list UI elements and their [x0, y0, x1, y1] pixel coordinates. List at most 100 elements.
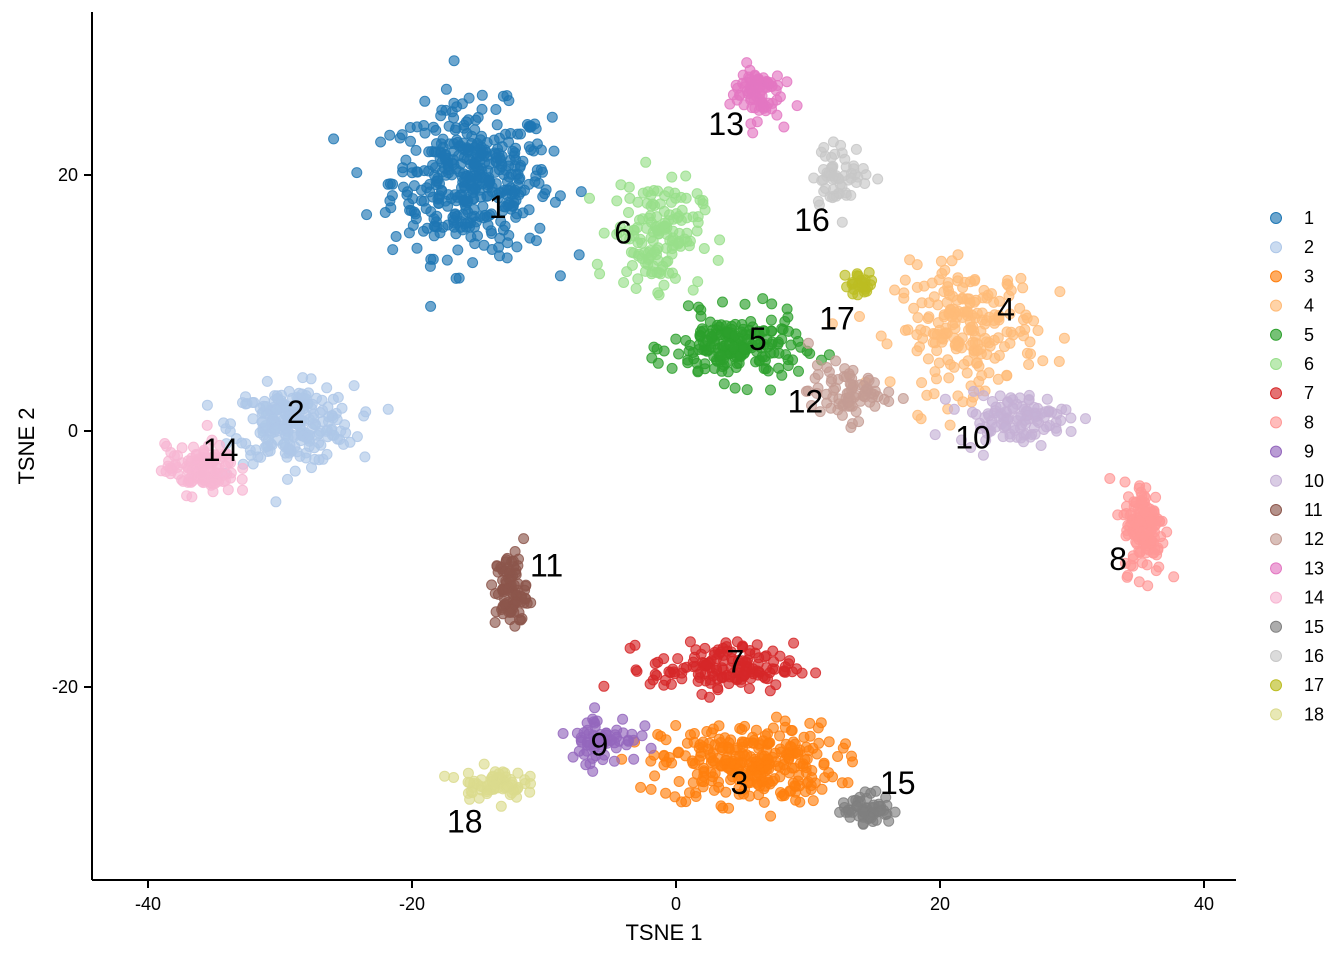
- cell-point: [745, 118, 757, 130]
- cell-point: [219, 460, 231, 472]
- cell-point: [778, 121, 790, 133]
- cell-point: [821, 362, 833, 373]
- cell-point: [741, 384, 753, 396]
- legend-label: 6: [1304, 354, 1314, 374]
- cell-point: [450, 122, 462, 134]
- cell-point: [676, 673, 688, 685]
- cell-point: [968, 296, 980, 308]
- cell-point: [1003, 290, 1015, 302]
- cell-point: [729, 672, 741, 684]
- cell-point: [236, 437, 248, 449]
- cell-point: [680, 170, 692, 182]
- cell-point: [764, 685, 776, 697]
- cell-point: [678, 662, 690, 674]
- cell-point: [827, 160, 839, 172]
- cell-point: [739, 298, 751, 310]
- cell-point: [507, 145, 519, 157]
- cell-point: [752, 669, 764, 681]
- cell-point: [658, 749, 670, 761]
- cell-point: [750, 724, 762, 736]
- cell-point: [789, 780, 801, 792]
- cell-point: [628, 224, 640, 236]
- cell-point: [348, 380, 360, 392]
- cell-point: [979, 332, 991, 344]
- cell-point: [240, 398, 252, 410]
- cell-point: [680, 192, 692, 204]
- cell-point: [1021, 347, 1033, 359]
- cell-point: [729, 382, 741, 394]
- cell-point: [644, 210, 656, 222]
- cell-point: [986, 288, 997, 300]
- cell-point: [788, 637, 800, 649]
- cell-point: [1120, 530, 1132, 542]
- cell-point: [706, 775, 717, 787]
- cell-point: [840, 738, 851, 750]
- legend-item-18: 18: [1270, 704, 1324, 724]
- cell-point: [741, 333, 753, 345]
- cell-point: [826, 373, 838, 385]
- cell-point: [499, 598, 511, 610]
- y-tick-label: 0: [68, 421, 78, 441]
- cell-point: [741, 57, 753, 69]
- legend-item-10: 10: [1270, 471, 1324, 491]
- cell-point: [658, 653, 670, 665]
- cluster-label-8: 8: [1109, 541, 1127, 577]
- cell-point: [971, 357, 983, 369]
- cell-point: [486, 244, 498, 255]
- legend-label: 8: [1304, 412, 1314, 432]
- cell-point: [598, 680, 610, 692]
- cell-point: [557, 728, 569, 739]
- cell-point: [743, 683, 755, 694]
- cell-point: [763, 763, 775, 775]
- cell-point: [691, 225, 703, 237]
- cell-point: [897, 393, 909, 404]
- cell-point: [427, 253, 439, 265]
- legend-swatch: [1270, 708, 1282, 721]
- cell-point: [731, 94, 743, 106]
- cell-point: [172, 450, 183, 461]
- cluster-label-17: 17: [819, 300, 855, 336]
- cell-point: [645, 755, 657, 767]
- legend-item-7: 7: [1270, 383, 1314, 403]
- cell-point: [967, 406, 978, 418]
- cell-point: [441, 254, 453, 266]
- cell-point: [766, 103, 777, 115]
- cluster-label-12: 12: [788, 384, 824, 420]
- cell-point: [645, 783, 657, 795]
- cell-point: [931, 373, 942, 385]
- cell-point: [836, 777, 848, 789]
- legend-item-15: 15: [1270, 617, 1324, 637]
- y-tick-label: -20: [52, 677, 78, 697]
- legend-label: 12: [1304, 529, 1324, 549]
- cell-point: [270, 422, 282, 434]
- cell-point: [845, 422, 857, 433]
- cell-point: [502, 780, 514, 792]
- cell-point: [1153, 561, 1165, 573]
- cell-point: [994, 390, 1006, 402]
- cell-point: [1028, 315, 1040, 327]
- cell-point: [1148, 547, 1160, 559]
- cell-point: [742, 88, 754, 100]
- cell-point: [411, 242, 423, 254]
- cell-point: [1055, 415, 1067, 426]
- cell-point: [1001, 278, 1013, 290]
- cell-point: [519, 184, 530, 196]
- x-axis-title: TSNE 1: [625, 920, 702, 945]
- cell-point: [734, 723, 746, 734]
- cell-point: [969, 274, 981, 285]
- cell-point: [452, 244, 464, 256]
- cell-point: [820, 388, 832, 400]
- cell-point: [652, 357, 664, 369]
- cluster-16-points: [808, 136, 884, 228]
- cell-point: [816, 175, 828, 186]
- cell-point: [872, 173, 884, 185]
- cell-point: [468, 204, 480, 215]
- cell-point: [361, 209, 373, 221]
- legend-label: 16: [1304, 646, 1324, 666]
- cell-point: [693, 301, 704, 313]
- cell-point: [406, 162, 418, 173]
- cell-point: [591, 715, 603, 727]
- cell-point: [731, 636, 743, 648]
- cell-point: [430, 175, 442, 187]
- cell-point: [1065, 412, 1077, 424]
